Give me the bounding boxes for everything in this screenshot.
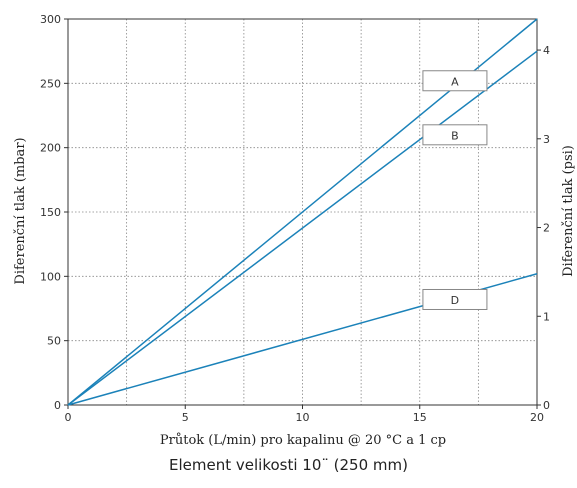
- y-tick-label: 100: [40, 270, 61, 283]
- y-tick-label: 200: [40, 142, 61, 155]
- series-label-a: A: [451, 75, 459, 88]
- y-tick-label: 0: [54, 399, 61, 412]
- series-line-b: [67, 50, 538, 406]
- y-tick-label: 50: [47, 335, 61, 348]
- y-axis-title-right: Diferenční tlak (psi): [561, 145, 576, 277]
- x-tick-label: 5: [182, 411, 189, 424]
- y-right-tick-label: 3: [543, 133, 550, 146]
- y-right-tick-label: 0: [543, 399, 550, 412]
- chart-caption: Element velikosti 10¨ (250 mm): [169, 456, 408, 474]
- tick-labels: 0 50 100 150 200 250 300 0 1 2 3 4 0 5 10 15 20: [40, 13, 550, 424]
- y-axis-title-left: Diferenční tlak (mbar): [13, 137, 28, 284]
- y-tick-label: 150: [40, 206, 61, 219]
- y-right-tick-label: 1: [543, 310, 550, 323]
- x-tick-label: 20: [530, 411, 544, 424]
- series-label-box-d: [422, 288, 488, 310]
- chart: A B D 0 50 100 150 200 250 300 0 1 2 3 4 0 5 10 15 20 Průt…: [13, 13, 576, 448]
- y-tick-label: 300: [40, 13, 61, 26]
- x-axis-title: Průtok (L/min) pro kapalinu @ 20 °C a 1 …: [160, 432, 446, 448]
- y-tick-label: 250: [40, 77, 61, 90]
- axes: [64, 18, 541, 409]
- x-tick-label: 0: [65, 411, 72, 424]
- y-right-tick-label: 4: [543, 44, 550, 57]
- x-tick-label: 10: [296, 411, 310, 424]
- series-labels: A B D: [422, 70, 488, 310]
- series-label-d: D: [451, 294, 459, 307]
- series-label-box-b: [422, 124, 488, 146]
- series-label-box-a: [422, 70, 488, 92]
- y-right-tick-label: 2: [543, 222, 550, 235]
- x-tick-label: 15: [413, 411, 427, 424]
- series-label-b: B: [451, 129, 459, 142]
